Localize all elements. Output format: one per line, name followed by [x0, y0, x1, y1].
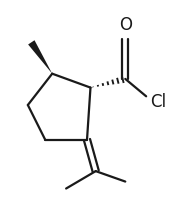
- Polygon shape: [28, 40, 52, 74]
- Text: Cl: Cl: [150, 93, 166, 110]
- Text: O: O: [119, 16, 132, 34]
